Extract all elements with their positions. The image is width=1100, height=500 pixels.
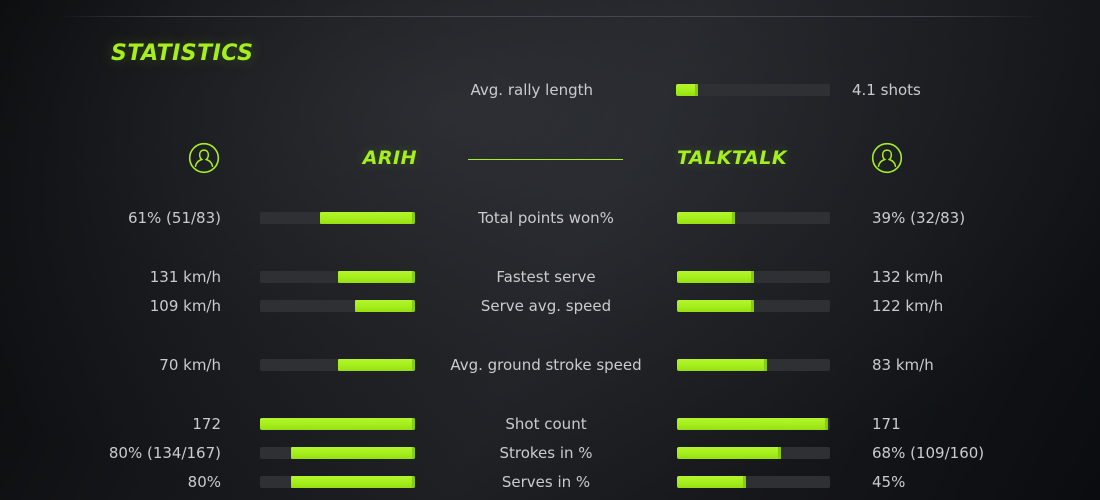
right-player-bar-fill — [677, 476, 746, 488]
player-right-avatar-icon — [871, 142, 903, 174]
stat-row: 80% (134/167) Strokes in % 68% (109/160) — [0, 442, 1100, 464]
right-player-bar — [677, 212, 830, 224]
right-player-bar-fill — [677, 271, 754, 283]
left-player-bar-fill — [354, 300, 415, 312]
right-player-bar — [677, 271, 830, 283]
stat-label: Avg. ground stroke speed — [450, 356, 642, 374]
left-player-value: 61% (51/83) — [127, 209, 221, 227]
right-player-bar-fill — [677, 418, 829, 430]
left-player-value: 109 km/h — [149, 297, 221, 315]
left-player-value: 172 — [192, 415, 221, 433]
left-player-bar-fill — [337, 359, 415, 371]
left-player-bar — [260, 271, 415, 283]
player-left-name: ARIH — [362, 147, 417, 169]
right-player-bar-fill — [677, 447, 782, 459]
player-right-name: TALKTALK — [677, 147, 788, 169]
right-player-bar — [677, 476, 830, 488]
left-player-value: 131 km/h — [149, 268, 221, 286]
left-player-value: 80% (134/167) — [108, 444, 221, 462]
left-player-bar-fill — [260, 418, 415, 430]
right-player-value: 83 km/h — [872, 356, 934, 374]
right-player-value: 45% — [872, 473, 906, 491]
left-player-bar — [260, 212, 415, 224]
left-player-value: 70 km/h — [159, 356, 221, 374]
right-player-value: 171 — [872, 415, 901, 433]
stat-label: Shot count — [505, 415, 587, 433]
right-player-bar — [677, 300, 830, 312]
left-player-value: 80% — [187, 473, 221, 491]
stat-row: 131 km/h Fastest serve 132 km/h — [0, 266, 1100, 288]
left-player-bar — [260, 447, 415, 459]
right-player-value: 68% (109/160) — [872, 444, 985, 462]
rally-length-value: 4.1 shots — [852, 81, 921, 99]
right-player-bar — [677, 447, 830, 459]
stat-row: 109 km/h Serve avg. speed 122 km/h — [0, 295, 1100, 317]
left-player-bar-fill — [291, 447, 415, 459]
right-player-bar-fill — [677, 359, 768, 371]
right-player-value: 132 km/h — [872, 268, 944, 286]
left-player-bar — [260, 300, 415, 312]
right-player-bar-fill — [677, 300, 754, 312]
top-divider — [56, 16, 1044, 17]
right-player-bar — [677, 359, 830, 371]
stat-label: Total points won% — [478, 209, 614, 227]
left-player-bar-fill — [320, 212, 415, 224]
stat-row: 61% (51/83) Total points won% 39% (32/83… — [0, 207, 1100, 229]
stat-label: Strokes in % — [499, 444, 593, 462]
left-player-bar — [260, 359, 415, 371]
page-title: STATISTICS — [111, 41, 254, 66]
right-player-bar — [677, 418, 830, 430]
rally-length-label: Avg. rally length — [470, 81, 593, 99]
stat-row: 80% Serves in % 45% — [0, 471, 1100, 493]
left-player-bar — [260, 418, 415, 430]
players-divider-line — [468, 159, 623, 160]
stat-label: Fastest serve — [496, 268, 596, 286]
right-player-value: 39% (32/83) — [872, 209, 966, 227]
right-player-value: 122 km/h — [872, 297, 944, 315]
left-player-bar-fill — [291, 476, 415, 488]
stat-row: 70 km/h Avg. ground stroke speed 83 km/h — [0, 354, 1100, 376]
left-player-bar — [260, 476, 415, 488]
player-left-avatar-icon — [188, 142, 220, 174]
left-player-bar-fill — [337, 271, 415, 283]
rally-length-bar — [676, 84, 830, 96]
stat-label: Serve avg. speed — [480, 297, 612, 315]
stat-row: 172 Shot count 171 — [0, 413, 1100, 435]
right-player-bar-fill — [677, 212, 736, 224]
rally-bar-fill — [676, 84, 698, 96]
stat-label: Serves in % — [501, 473, 591, 491]
